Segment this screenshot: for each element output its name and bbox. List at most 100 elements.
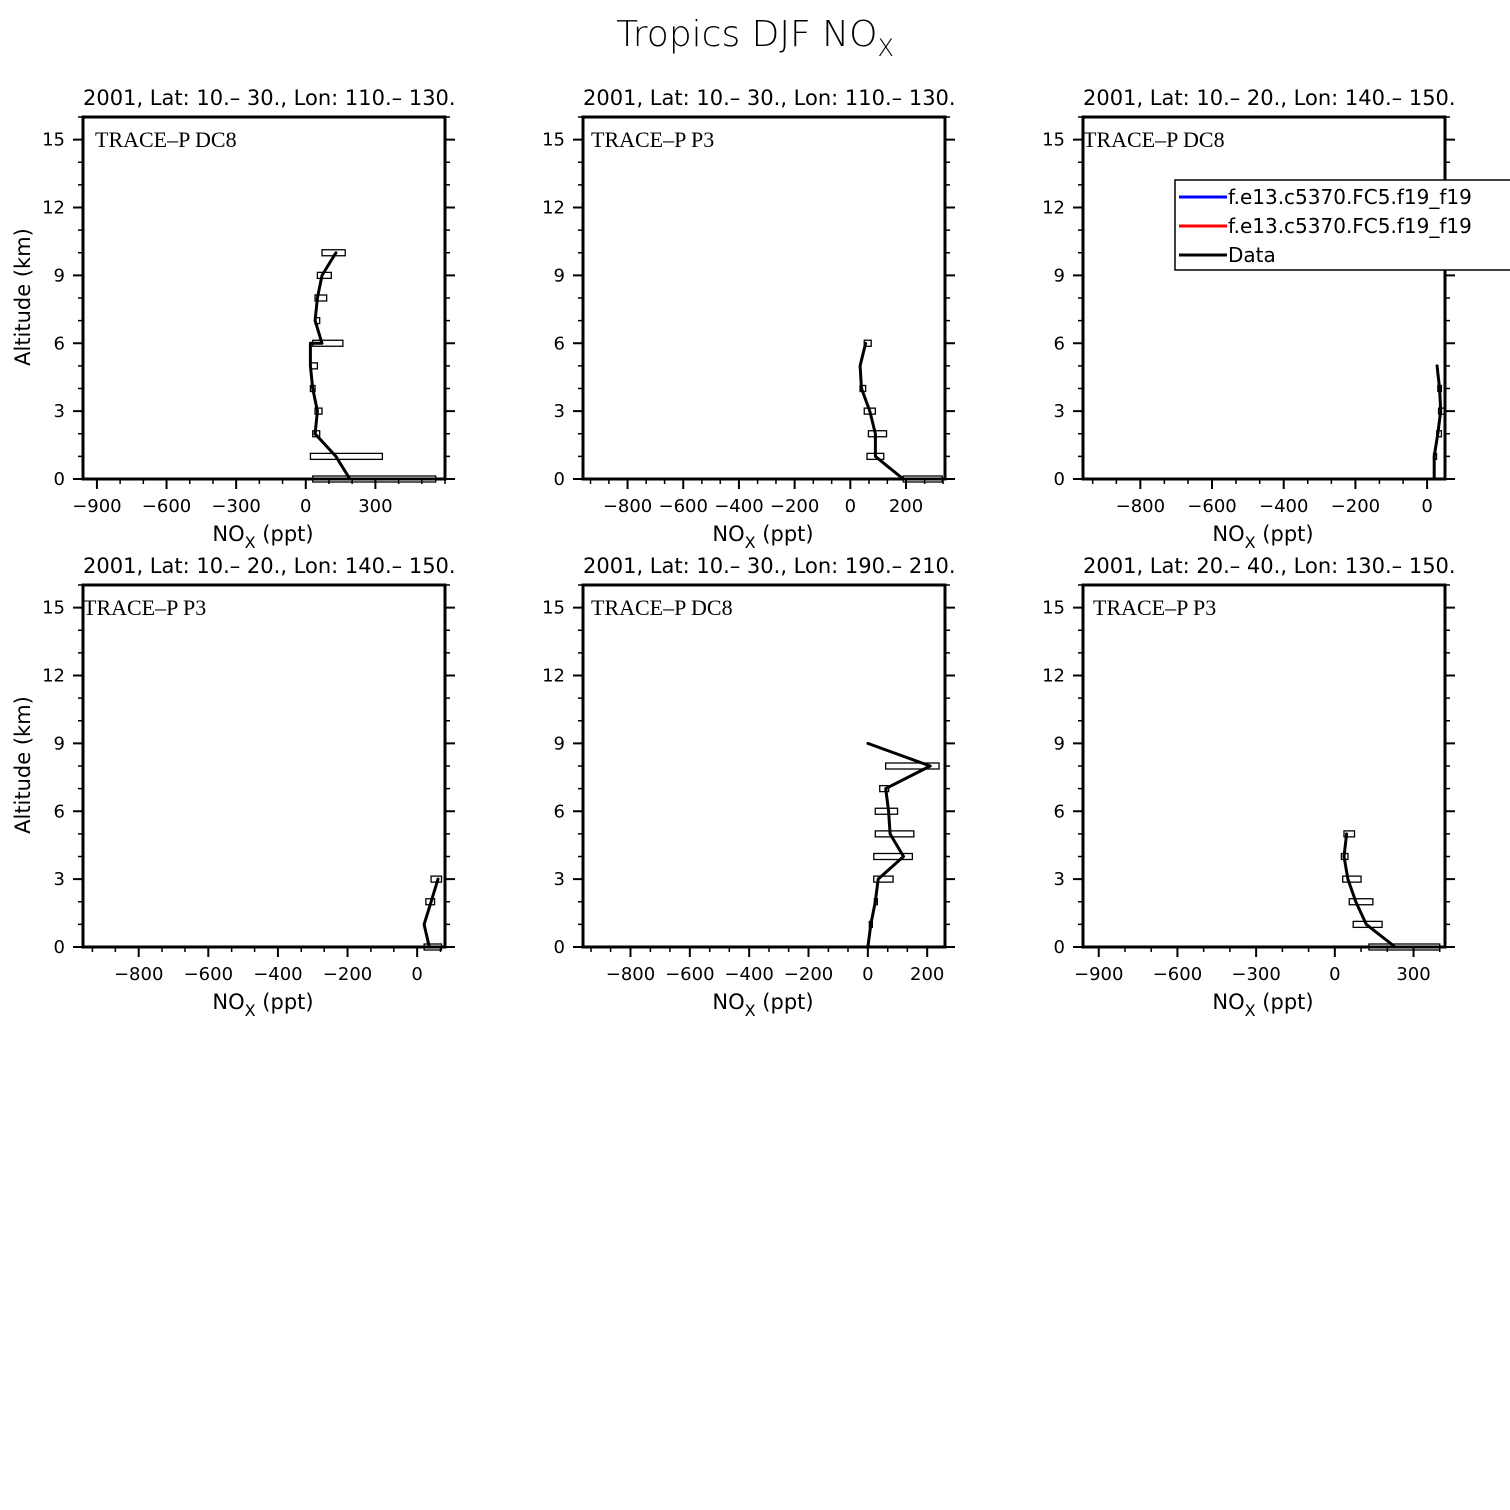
- x-tick-label: −300: [211, 496, 260, 517]
- y-axis-label: Altitude (km): [11, 696, 35, 834]
- y-tick-label: 6: [1054, 801, 1065, 822]
- panel-5: 2001, Lat: 10.– 30., Lon: 190.– 210. 0 3 6 9…: [542, 554, 956, 1020]
- y-tick-label: 3: [54, 869, 65, 890]
- y-tick-label: 15: [1042, 598, 1065, 619]
- y-tick-label: 0: [1054, 937, 1065, 958]
- range-box: [875, 808, 897, 814]
- y-tick-label: 6: [554, 333, 565, 354]
- x-tick-label: 300: [1396, 964, 1430, 985]
- x-tick-label: 0: [845, 496, 856, 517]
- legend-label: f.e13.c5370.FC5.f19_f19: [1228, 185, 1472, 209]
- y-tick-label: 15: [42, 130, 65, 151]
- y-tick-label: 9: [554, 733, 565, 754]
- plot-frame: [1083, 117, 1445, 479]
- y-tick-label: 15: [542, 130, 565, 151]
- y-tick-label: 3: [1054, 401, 1065, 422]
- panel-title: 2001, Lat: 20.– 40., Lon: 130.– 150.: [1083, 554, 1456, 578]
- x-tick-label: 200: [910, 964, 944, 985]
- panel-3: 2001, Lat: 10.– 20., Lon: 140.– 150. 0 3 6 9…: [1042, 86, 1510, 552]
- panel-title: 2001, Lat: 10.– 20., Lon: 140.– 150.: [1083, 86, 1456, 110]
- x-tick-label: −800: [606, 964, 655, 985]
- x-tick-label: −800: [603, 496, 652, 517]
- panel-4: 2001, Lat: 10.– 20., Lon: 140.– 150. 0 3 6 9…: [11, 554, 456, 1020]
- y-tick-label: 0: [1054, 469, 1065, 490]
- panels: 2001, Lat: 10.– 30., Lon: 110.– 130. 0 3 6 9…: [11, 86, 1510, 1020]
- y-tick-label: 6: [1054, 333, 1065, 354]
- y-tick-label: 6: [554, 801, 565, 822]
- y-tick-label: 0: [54, 937, 65, 958]
- y-tick-label: 9: [1054, 265, 1065, 286]
- y-tick-label: 15: [42, 598, 65, 619]
- series-line-1: [310, 253, 350, 479]
- x-axis-label: NOX (ppt): [712, 990, 813, 1020]
- x-tick-label: −400: [724, 964, 773, 985]
- x-tick-label: 0: [300, 496, 311, 517]
- series-line-1: [868, 743, 930, 947]
- x-tick-label: −800: [1116, 496, 1165, 517]
- legend: f.e13.c5370.FC5.f19_f19 f.e13.c5370.FC5.f…: [1175, 180, 1510, 270]
- plot-frame: [83, 585, 445, 947]
- x-tick-label: 300: [358, 496, 392, 517]
- y-tick-label: 15: [1042, 130, 1065, 151]
- legend-label: f.e13.c5370.FC5.f19_f19: [1228, 214, 1472, 238]
- y-tick-label: 15: [542, 598, 565, 619]
- x-tick-label: −600: [665, 964, 714, 985]
- x-tick-label: −800: [114, 964, 163, 985]
- x-tick-label: −200: [784, 964, 833, 985]
- campaign-label: TRACE–P P3: [591, 127, 714, 152]
- range-box: [875, 831, 914, 837]
- y-tick-label: 3: [1054, 869, 1065, 890]
- y-tick-label: 3: [554, 869, 565, 890]
- y-tick-label: 0: [54, 469, 65, 490]
- y-tick-label: 3: [554, 401, 565, 422]
- y-tick-label: 12: [42, 198, 65, 219]
- x-tick-label: −900: [1074, 964, 1123, 985]
- figure-title: Tropics DJF NOX: [616, 14, 894, 62]
- x-tick-label: −200: [323, 964, 372, 985]
- range-box: [1343, 876, 1361, 882]
- x-axis-label: NOX (ppt): [712, 522, 813, 552]
- y-tick-label: 3: [54, 401, 65, 422]
- range-box: [868, 431, 886, 437]
- legend-label: Data: [1228, 243, 1276, 267]
- y-tick-label: 12: [1042, 666, 1065, 687]
- x-tick-label: −900: [72, 496, 121, 517]
- campaign-label: TRACE–P DC8: [591, 595, 733, 620]
- x-tick-label: −600: [659, 496, 708, 517]
- x-tick-label: 0: [1421, 496, 1432, 517]
- x-tick-label: −400: [714, 496, 763, 517]
- x-axis-label: NOX (ppt): [1212, 522, 1313, 552]
- campaign-label: TRACE–P P3: [83, 595, 206, 620]
- campaign-label: TRACE–P DC8: [1083, 127, 1225, 152]
- series-line-1: [1344, 834, 1395, 947]
- x-tick-label: −600: [1187, 496, 1236, 517]
- y-tick-label: 0: [554, 469, 565, 490]
- x-tick-label: 0: [1329, 964, 1340, 985]
- plot-frame: [583, 585, 945, 947]
- y-tick-label: 12: [542, 198, 565, 219]
- y-tick-label: 9: [54, 265, 65, 286]
- y-tick-label: 9: [554, 265, 565, 286]
- campaign-label: TRACE–P P3: [1093, 595, 1216, 620]
- y-tick-label: 12: [42, 666, 65, 687]
- x-tick-label: −600: [184, 964, 233, 985]
- y-tick-label: 9: [54, 733, 65, 754]
- plot-frame: [1083, 585, 1445, 947]
- y-tick-label: 9: [1054, 733, 1065, 754]
- series-line-1: [1434, 366, 1441, 479]
- y-tick-label: 12: [1042, 198, 1065, 219]
- range-box: [1349, 899, 1373, 905]
- y-tick-label: 6: [54, 801, 65, 822]
- panel-title: 2001, Lat: 10.– 30., Lon: 110.– 130.: [83, 86, 456, 110]
- y-axis-label: Altitude (km): [11, 228, 35, 366]
- x-tick-label: −400: [253, 964, 302, 985]
- y-tick-label: 0: [554, 937, 565, 958]
- plot-frame: [583, 117, 945, 479]
- x-tick-label: −600: [1153, 964, 1202, 985]
- plot-frame: [83, 117, 445, 479]
- x-tick-label: −200: [1331, 496, 1380, 517]
- x-tick-label: 200: [889, 496, 923, 517]
- panel-title: 2001, Lat: 10.– 20., Lon: 140.– 150.: [83, 554, 456, 578]
- x-tick-label: 0: [411, 964, 422, 985]
